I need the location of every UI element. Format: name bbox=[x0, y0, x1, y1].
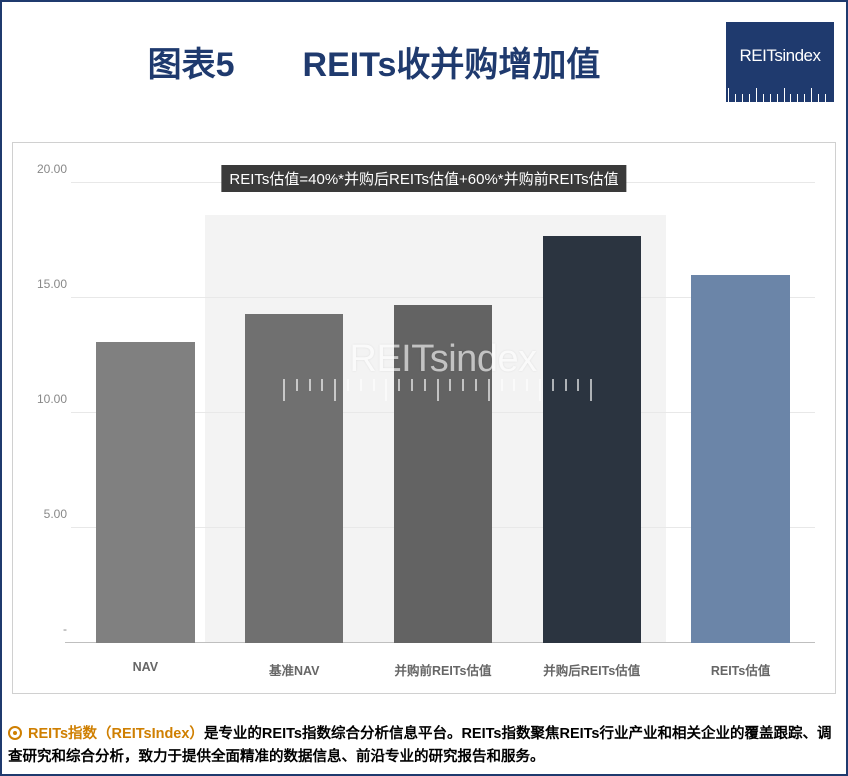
header: 图表5 REITs收并购增加值 REITsindex bbox=[2, 2, 846, 120]
logo-text: REITsindex bbox=[726, 46, 834, 66]
logo-badge: REITsindex bbox=[726, 22, 834, 102]
plot-region: REITsindex bbox=[71, 183, 815, 643]
bar bbox=[394, 305, 492, 643]
footer-brand: REITs指数（REITsIndex） bbox=[28, 726, 204, 742]
x-tick-label: REITs估值 bbox=[666, 660, 815, 679]
chart-area: REITs估值=40%*并购后REITs估值+60%*并购前REITs估值 - 5… bbox=[12, 142, 836, 694]
logo-ruler-icon bbox=[726, 86, 834, 102]
x-tick-label: 基准NAV bbox=[220, 660, 369, 679]
bar bbox=[96, 342, 194, 643]
target-icon bbox=[8, 726, 22, 740]
x-tick-label: 并购后REITs估值 bbox=[517, 660, 666, 679]
bar-slot bbox=[369, 183, 518, 643]
bar bbox=[245, 314, 343, 643]
y-tick-label: 20.00 bbox=[17, 162, 67, 176]
y-tick-label: 5.00 bbox=[17, 507, 67, 521]
bar-slot bbox=[71, 183, 220, 643]
footer-caption: REITs指数（REITsIndex）是专业的REITs指数综合分析信息平台。R… bbox=[8, 723, 840, 768]
bar-slot bbox=[666, 183, 815, 643]
x-axis-labels: NAV基准NAV并购前REITs估值并购后REITs估值REITs估值 bbox=[71, 660, 815, 679]
y-tick-label: 15.00 bbox=[17, 277, 67, 291]
y-axis: -5.0010.0015.0020.00 bbox=[13, 183, 71, 643]
formula-badge: REITs估值=40%*并购后REITs估值+60%*并购前REITs估值 bbox=[221, 165, 626, 192]
bar bbox=[543, 236, 641, 643]
x-tick-label: 并购前REITs估值 bbox=[369, 660, 518, 679]
bars-group bbox=[71, 183, 815, 643]
bar bbox=[691, 275, 789, 643]
x-tick-label: NAV bbox=[71, 660, 220, 679]
y-tick-label: 10.00 bbox=[17, 392, 67, 406]
y-tick-label: - bbox=[17, 622, 67, 636]
bar-slot bbox=[517, 183, 666, 643]
figure-title: 图表5 REITs收并购增加值 bbox=[2, 37, 846, 86]
figure-container: 图表5 REITs收并购增加值 REITsindex REITs估值=40%*并… bbox=[0, 0, 848, 776]
bar-slot bbox=[220, 183, 369, 643]
